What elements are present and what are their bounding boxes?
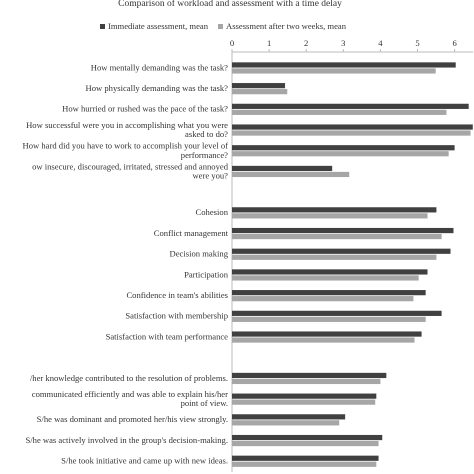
- y-tick-label: How hard did you have to work to accompl…: [23, 141, 229, 160]
- y-tick-label: How physically demanding was the task?: [86, 83, 229, 93]
- legend-swatch: [218, 24, 223, 29]
- y-tick-label: ow insecure, discouraged, irritated, str…: [32, 161, 229, 180]
- bar: [232, 171, 350, 178]
- bar: [232, 393, 377, 399]
- y-tick-label: /her knowledge contributed to the resolu…: [30, 373, 228, 383]
- y-tick-label: communicated efficiently and was able to…: [32, 389, 228, 408]
- y-tick-label: Participation: [184, 269, 229, 279]
- bar: [232, 109, 447, 115]
- y-tick-label: Conflict management: [154, 228, 229, 238]
- legend-swatch: [100, 24, 105, 29]
- bar: [232, 269, 428, 275]
- bar: [232, 296, 414, 302]
- bar: [232, 165, 333, 172]
- bar: [232, 331, 422, 337]
- bar: [232, 233, 442, 240]
- y-tick-label: Cohesion: [196, 207, 229, 217]
- bar: [232, 254, 437, 260]
- bar: [232, 145, 455, 151]
- bar: [232, 337, 415, 343]
- x-tick-label: 1: [267, 38, 271, 48]
- bar: [232, 124, 473, 130]
- bar: [232, 248, 451, 254]
- y-tick-label: How hurried or rushed was the pace of th…: [62, 104, 228, 114]
- x-tick-label: 5: [415, 38, 419, 48]
- bar: [232, 275, 419, 281]
- y-tick-label: How mentally demanding was the task?: [91, 62, 228, 72]
- x-tick-label: 2: [304, 38, 308, 48]
- bar: [232, 227, 454, 234]
- y-tick-label: S/he was actively involved in the group'…: [25, 435, 228, 445]
- bar: [232, 83, 286, 89]
- y-tick-label: Decision making: [170, 249, 229, 259]
- bar: [232, 89, 288, 95]
- chart-title: Comparison of workload and assessment wi…: [118, 0, 342, 9]
- bar: [232, 399, 376, 405]
- bar: [232, 434, 383, 441]
- bar: [232, 461, 377, 467]
- bar: [232, 378, 381, 385]
- bar: [232, 420, 340, 426]
- y-tick-label: S/he was dominant and promoted her/his v…: [37, 414, 228, 424]
- y-tick-label: S/he took initiative and came up with ne…: [61, 456, 228, 466]
- legend-label: Immediate assessment, mean: [108, 21, 209, 31]
- bar: [232, 207, 437, 213]
- y-tick-label: Satisfaction with membership: [125, 311, 228, 321]
- bar: [232, 213, 428, 219]
- bar: [232, 130, 471, 136]
- x-tick-label: 4: [378, 38, 383, 48]
- y-tick-label: Confidence in team's abilities: [126, 290, 228, 300]
- bar: [232, 440, 379, 447]
- bar: [232, 414, 346, 420]
- y-tick-label: Satisfaction with team performance: [106, 331, 229, 341]
- y-tick-label: How successful were you in accomplishing…: [26, 120, 228, 139]
- bar: [232, 68, 436, 74]
- bar: [232, 290, 426, 296]
- bar: [232, 62, 456, 68]
- x-tick-label: 3: [341, 38, 345, 48]
- bar: [232, 310, 442, 316]
- x-tick-label: 0: [230, 38, 234, 48]
- bar: [232, 103, 469, 109]
- bar: [232, 316, 426, 322]
- bar: [232, 151, 449, 157]
- x-tick-label: 6: [452, 38, 457, 48]
- bar: [232, 372, 387, 379]
- legend-label: Assessment after two weeks, mean: [226, 21, 347, 31]
- bar: [232, 455, 379, 461]
